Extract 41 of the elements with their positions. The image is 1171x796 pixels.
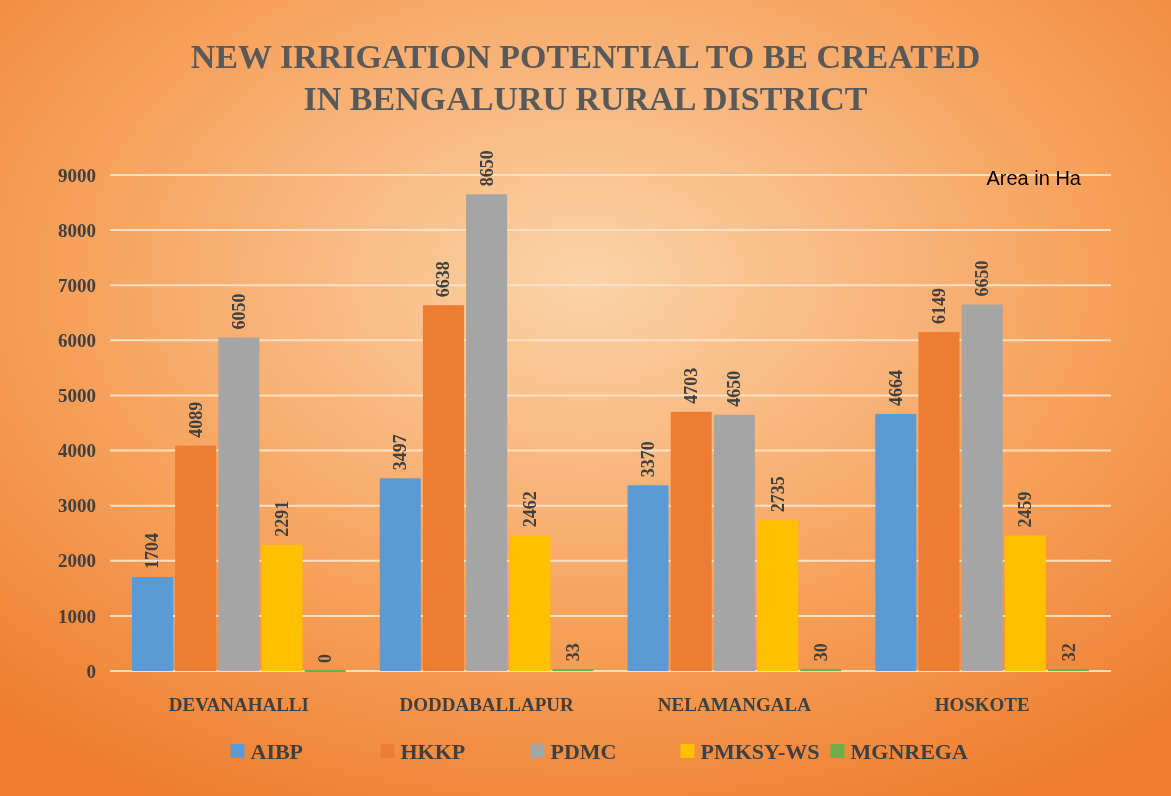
data-label: 8650 — [476, 150, 497, 187]
chart-title: NEW IRRIGATION POTENTIAL TO BE CREATED IN BENGALURU RURAL DISTRICT — [190, 38, 981, 117]
data-label: 4650 — [724, 370, 745, 407]
data-label: 33 — [562, 643, 583, 662]
y-tick-label: 0 — [86, 660, 96, 682]
data-label: 4664 — [885, 369, 906, 406]
data-label: 2291 — [272, 500, 293, 537]
y-tick-label: 6000 — [58, 329, 96, 351]
legend-label: PDMC — [550, 738, 617, 764]
data-label: 6149 — [928, 288, 949, 325]
x-tick-label: DEVANAHALLI — [168, 694, 309, 715]
data-label: 2735 — [767, 476, 788, 513]
data-label: 4703 — [681, 367, 702, 404]
y-tick-label: 3000 — [58, 495, 96, 517]
data-label: 3497 — [390, 434, 411, 471]
legend-label: AIBP — [250, 738, 304, 764]
y-tick-label: 5000 — [58, 385, 96, 407]
legend-label: MGNREGA — [850, 738, 968, 764]
data-label: 0 — [315, 654, 336, 663]
legend-label: PMKSY-WS — [700, 738, 820, 764]
y-tick-label: 4000 — [58, 440, 96, 462]
data-label: 30 — [810, 643, 831, 662]
y-tick-label: 2000 — [58, 550, 96, 572]
data-label: 3370 — [638, 441, 659, 478]
y-tick-label: 7000 — [58, 274, 96, 296]
legend-label: HKKP — [400, 738, 466, 764]
data-label: 6650 — [972, 260, 993, 297]
x-tick-label: HOSKOTE — [934, 694, 1030, 715]
data-label: 6050 — [228, 293, 249, 330]
x-tick-label: NELAMANGALA — [657, 694, 812, 715]
data-label: 1704 — [142, 533, 163, 570]
data-label: 4089 — [185, 401, 206, 438]
x-tick-label: DODDABALLAPUR — [399, 694, 574, 715]
y-tick-label: 9000 — [58, 164, 96, 186]
data-label: 2459 — [1015, 491, 1036, 528]
y-tick-label: 8000 — [58, 219, 96, 241]
data-label: 32 — [1058, 643, 1079, 662]
annotation: Area in Ha — [986, 167, 1082, 189]
data-label: 2462 — [519, 491, 540, 528]
y-tick-label: 1000 — [58, 605, 96, 627]
data-label: 6638 — [433, 261, 454, 298]
